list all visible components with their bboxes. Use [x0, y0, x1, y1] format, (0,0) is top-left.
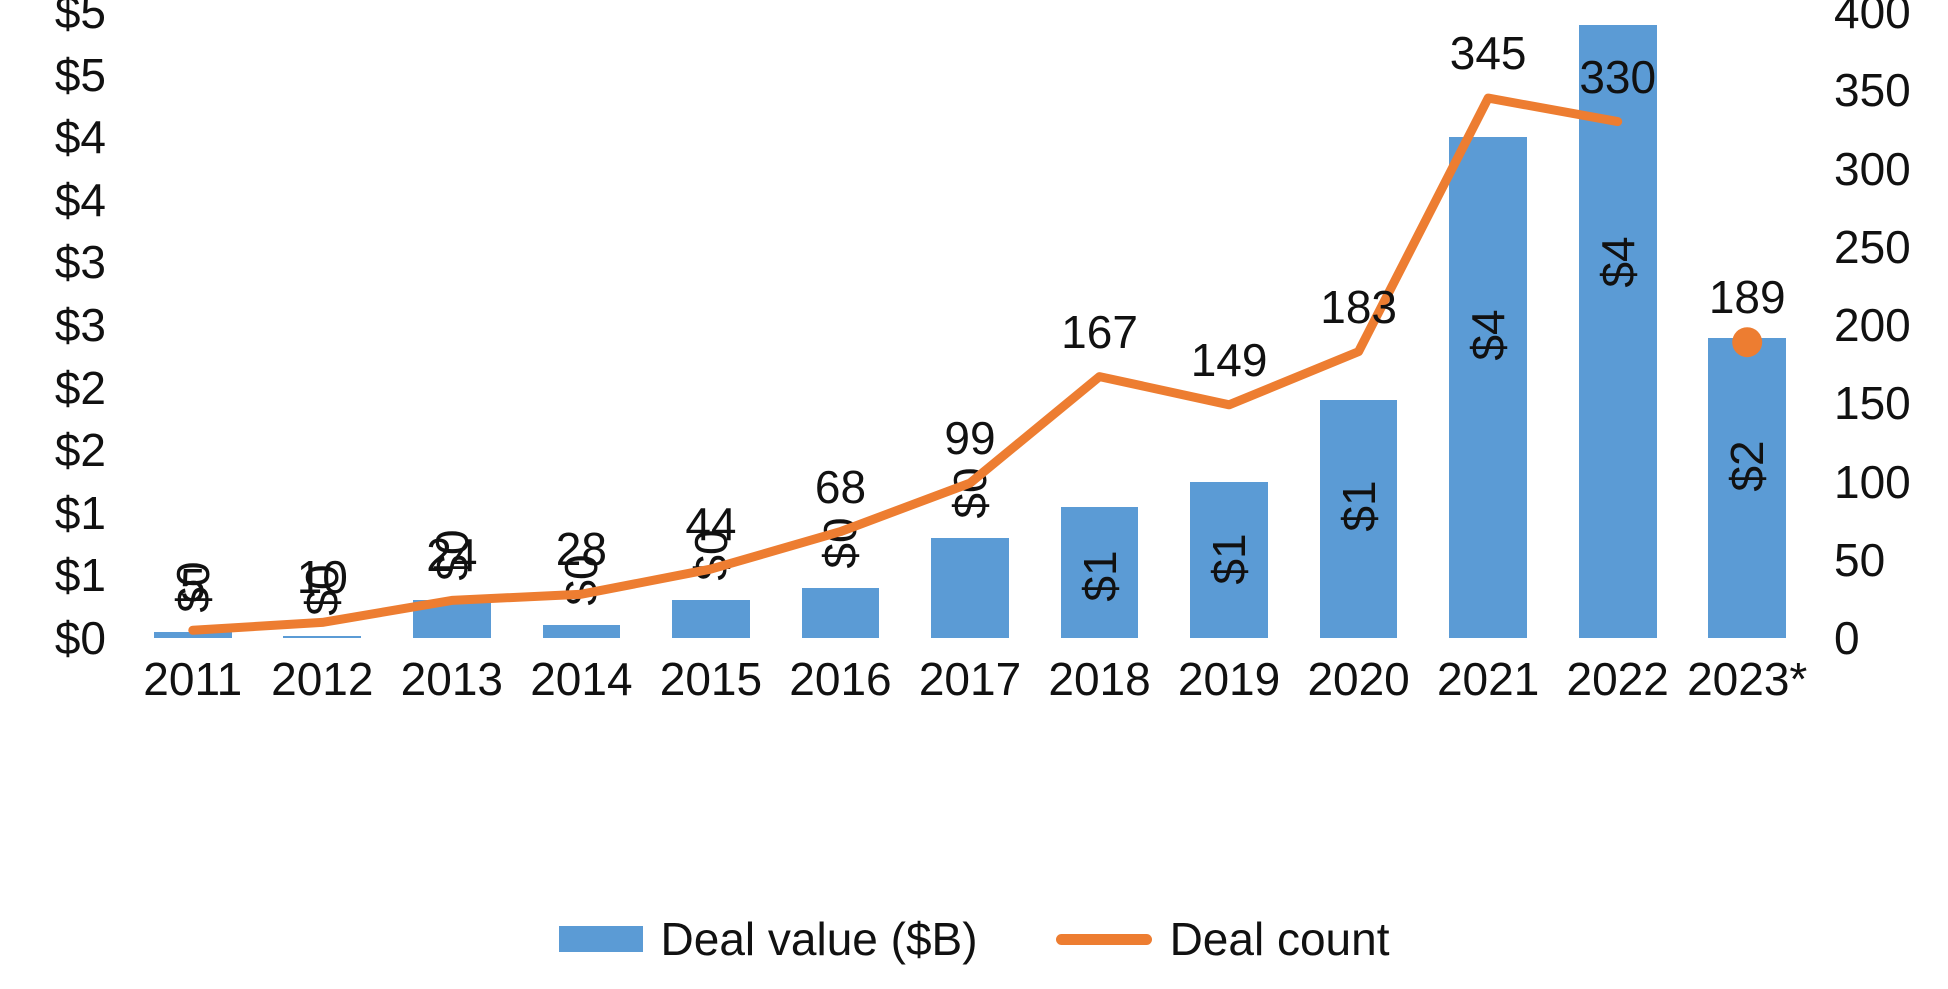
- right-axis-tick: 400: [1834, 0, 1911, 38]
- bar-2011[interactable]: [153, 631, 232, 638]
- deal-count-end-marker: [1732, 327, 1763, 358]
- right-axis-tick: 150: [1834, 377, 1911, 430]
- legend-label-deal-value: Deal value ($B): [660, 913, 978, 965]
- left-axis-tick: $2: [54, 424, 106, 477]
- deal-count-label: 167: [1061, 305, 1138, 358]
- left-axis-tick: $2: [54, 361, 106, 414]
- deal-count-label: 10: [296, 551, 348, 604]
- right-axis-tick: 300: [1834, 142, 1911, 195]
- left-axis-tick: $3: [54, 236, 106, 289]
- bar-2015[interactable]: [672, 600, 750, 638]
- bar-2017[interactable]: [931, 537, 1009, 638]
- x-axis-tick-2020: 2020: [1307, 653, 1410, 705]
- left-axis-tick: $4: [54, 111, 106, 164]
- deal-count-label: 24: [426, 529, 478, 582]
- x-axis-tick-2015: 2015: [659, 653, 763, 705]
- deal-count-label: 189: [1708, 271, 1786, 324]
- bar-2023[interactable]: [1708, 337, 1787, 638]
- x-axis-tick-2014: 2014: [530, 653, 633, 705]
- x-axis-tick-2016: 2016: [789, 653, 892, 705]
- legend-item-deal-count[interactable]: Deal count: [1055, 913, 1390, 965]
- left-value-axis: $5 $5 $4 $4 $3 $3 $2 $2 $1 $1 $0: [0, 0, 128, 740]
- bar-2018[interactable]: [1060, 506, 1139, 638]
- x-axis-tick-2019: 2019: [1177, 653, 1281, 705]
- bar-2021[interactable]: [1449, 137, 1527, 638]
- x-axis-tick-2012: 2012: [271, 653, 374, 705]
- left-axis-tick: $1: [54, 549, 106, 602]
- right-axis-tick: 200: [1834, 299, 1911, 351]
- deal-count-line: [188, 93, 1623, 635]
- bar-swatch-icon: [558, 926, 643, 952]
- right-value-axis: 400 350 300 250 200 150 100 50 0: [1812, 0, 1948, 740]
- deal-count-line-layer: [188, 93, 1763, 635]
- x-axis-tick-2017: 2017: [918, 653, 1022, 705]
- chart-legend: Deal value ($B) Deal count: [0, 916, 1948, 962]
- line-swatch-icon: [1055, 933, 1152, 945]
- bar-2012[interactable]: [283, 635, 362, 638]
- left-axis-tick: $0: [54, 612, 106, 664]
- right-axis-tick: 350: [1834, 64, 1911, 117]
- legend-item-deal-value[interactable]: Deal value ($B): [558, 913, 978, 965]
- deal-count-label: 330: [1579, 50, 1657, 103]
- left-axis-tick: $4: [54, 173, 106, 226]
- x-axis-tick-2013: 2013: [400, 653, 504, 705]
- deal-count-label: 68: [814, 460, 867, 513]
- x-axis-tick-2021: 2021: [1436, 653, 1540, 705]
- x-axis-tick-2018: 2018: [1048, 653, 1151, 705]
- left-axis-tick: $5: [54, 48, 106, 101]
- bar-2014[interactable]: [542, 625, 621, 638]
- bar-2016[interactable]: [801, 587, 880, 638]
- right-axis-tick: 100: [1834, 455, 1911, 508]
- left-axis-tick: $1: [54, 486, 106, 539]
- deal-count-label: 28: [555, 523, 607, 576]
- deal-count-label: 5: [179, 559, 206, 612]
- bar-2022[interactable]: [1578, 24, 1657, 638]
- left-axis-tick: $3: [54, 299, 106, 351]
- right-axis-tick: 250: [1834, 220, 1911, 273]
- plot-area: $0 $0 $0 $0 $0 $0 $0 $1 $1 $1 $4 $4 $2 5 10 24 28 44 68 99…: [128, 12, 1812, 638]
- category-axis: 2011 2012 2013 2014 2015 2016 2017 2018 2019 2020…: [128, 648, 1812, 720]
- right-axis-tick: 50: [1834, 533, 1886, 586]
- deal-count-label: 99: [944, 412, 996, 465]
- legend-label-deal-count: Deal count: [1169, 913, 1390, 965]
- right-axis-tick: 0: [1834, 612, 1860, 664]
- x-axis-tick-2011: 2011: [143, 653, 243, 705]
- x-axis-tick-2022: 2022: [1566, 653, 1669, 705]
- bar-2019[interactable]: [1190, 481, 1268, 638]
- deal-count-label: 44: [685, 498, 737, 551]
- deal-count-label: 345: [1449, 27, 1527, 80]
- bar-2020[interactable]: [1319, 400, 1398, 638]
- deal-count-label: 149: [1190, 333, 1268, 386]
- x-axis-tick-2023: 2023*: [1687, 653, 1808, 705]
- deal-count-label: 183: [1320, 280, 1397, 333]
- left-axis-tick: $5: [54, 0, 106, 38]
